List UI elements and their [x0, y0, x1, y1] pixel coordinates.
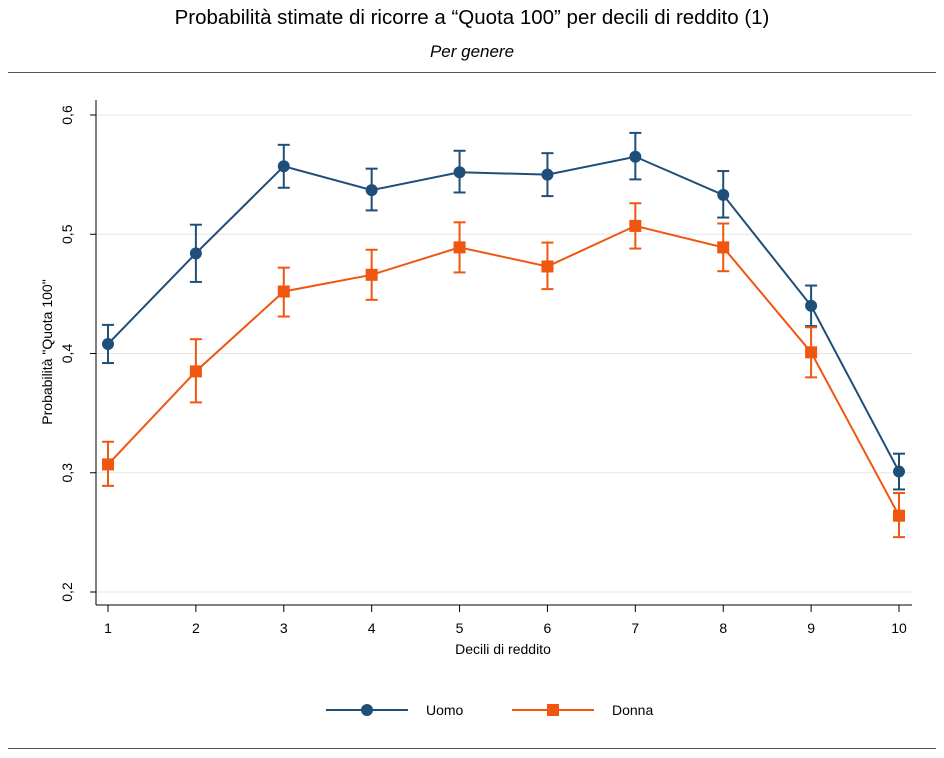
data-point — [453, 241, 466, 254]
series — [102, 131, 905, 539]
data-point — [629, 150, 642, 163]
data-point — [893, 465, 905, 478]
data-point — [541, 260, 554, 273]
data-point — [541, 168, 554, 181]
series-line — [107, 155, 900, 473]
x-tick-label: 4 — [368, 620, 376, 636]
x-tick-label: 8 — [719, 620, 727, 636]
x-tick-label: 7 — [631, 620, 639, 636]
data-point — [717, 241, 730, 254]
series-line — [107, 224, 900, 517]
chart-title: Probabilità stimate di ricorre a “Quota … — [174, 6, 770, 29]
data-point — [365, 184, 378, 197]
data-point — [102, 337, 114, 350]
data-point — [102, 458, 114, 471]
legend-item-uomo: Uomo — [326, 702, 464, 718]
data-point — [805, 346, 818, 359]
legend-label: Uomo — [426, 702, 464, 718]
legend: Uomo Donna — [326, 702, 653, 718]
x-tick-label: 2 — [192, 620, 200, 636]
top-rule — [8, 72, 936, 73]
y-axis-label: Probabilità "Quota 100" — [39, 279, 55, 424]
y-tick-label: 0,4 — [59, 344, 75, 364]
x-tick-label: 6 — [544, 620, 552, 636]
y-tick-label: 0,6 — [59, 105, 75, 125]
bottom-rule — [8, 748, 936, 749]
data-point — [189, 247, 202, 260]
x-tick-label: 5 — [456, 620, 464, 636]
x-tick-label: 1 — [104, 620, 112, 636]
data-point — [717, 188, 730, 201]
x-tick-label: 10 — [891, 620, 907, 636]
data-point — [277, 285, 290, 298]
y-tick-label: 0,2 — [59, 582, 75, 602]
legend-swatch-marker — [547, 704, 559, 716]
data-point — [453, 166, 466, 179]
x-tick-label: 9 — [807, 620, 815, 636]
data-point — [629, 219, 642, 232]
x-axis-label: Decili di reddito — [455, 641, 551, 657]
legend-label: Donna — [612, 702, 653, 718]
data-point — [893, 509, 905, 522]
axes: 0,2 0,3 0,4 0,5 0,6 1 2 3 4 5 6 7 8 9 10 — [59, 100, 912, 636]
data-point — [805, 299, 818, 312]
data-point — [365, 268, 378, 281]
chart-subtitle: Per genere — [429, 42, 515, 61]
legend-item-donna: Donna — [512, 702, 653, 718]
grid-lines — [96, 114, 912, 593]
series-uomo — [102, 131, 905, 491]
y-tick-label: 0,5 — [59, 224, 75, 244]
data-point — [277, 160, 290, 173]
legend-swatch-marker — [361, 704, 373, 716]
data-point — [189, 365, 202, 378]
series-donna — [102, 202, 905, 539]
x-tick-label: 3 — [280, 620, 288, 636]
y-tick-label: 0,3 — [59, 463, 75, 483]
